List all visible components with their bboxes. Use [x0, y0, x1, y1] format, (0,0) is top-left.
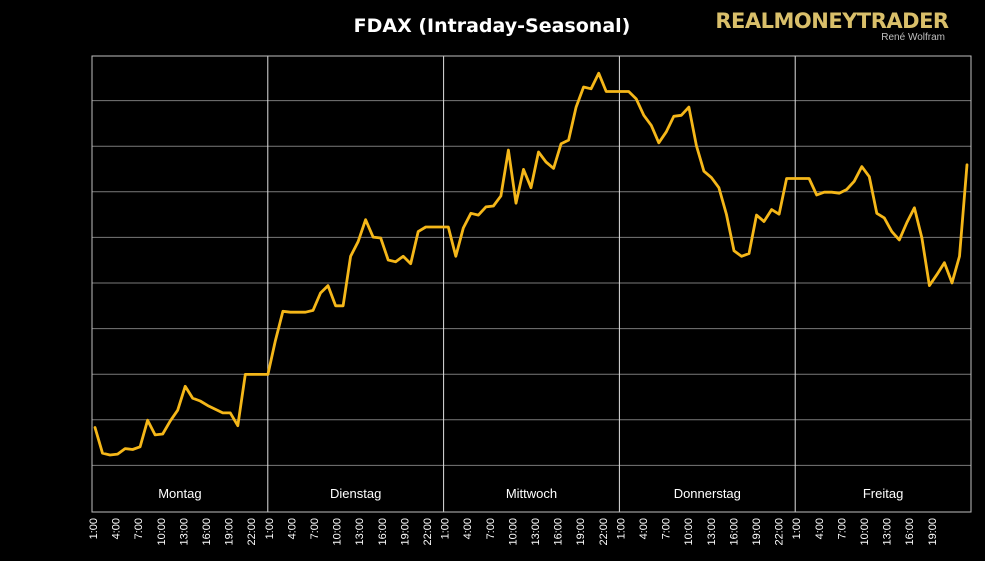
- x-tick-label: 16:00: [728, 518, 740, 546]
- x-tick-label: 13:00: [882, 518, 894, 546]
- x-tick-label: 1:00: [88, 518, 100, 539]
- x-tick-label: 1:00: [615, 518, 627, 539]
- day-label: Montag: [158, 486, 201, 501]
- x-tick-label: 22:00: [422, 518, 434, 546]
- x-tick-label: 13:00: [178, 518, 190, 546]
- day-label: Mittwoch: [506, 486, 557, 501]
- x-tick-label: 19:00: [575, 518, 587, 546]
- x-tick-label: 1:00: [264, 518, 276, 539]
- x-tick-label: 19:00: [399, 518, 411, 546]
- x-tick-label: 19:00: [224, 518, 236, 546]
- day-label: Donnerstag: [674, 486, 741, 501]
- day-label: Freitag: [863, 486, 903, 501]
- x-tick-label: 1:00: [440, 518, 452, 539]
- x-tick-label: 7:00: [836, 518, 848, 539]
- price-series-line: [93, 71, 969, 457]
- x-tick-label: 7:00: [485, 518, 497, 539]
- x-tick-label: 4:00: [462, 518, 474, 539]
- x-tick-label: 13:00: [530, 518, 542, 546]
- x-tick-label: 7:00: [309, 518, 321, 539]
- x-tick-label: 4:00: [111, 518, 123, 539]
- day-label: Dienstag: [330, 486, 381, 501]
- x-tick-label: 10:00: [507, 518, 519, 546]
- x-tick-label: 22:00: [774, 518, 786, 546]
- x-tick-label: 16:00: [904, 518, 916, 546]
- x-tick-label: 4:00: [286, 518, 298, 539]
- x-tick-label: 7:00: [661, 518, 673, 539]
- x-tick-label: 10:00: [859, 518, 871, 546]
- x-tick-label: 13:00: [354, 518, 366, 546]
- x-tick-label: 16:00: [201, 518, 213, 546]
- x-tick-label: 4:00: [638, 518, 650, 539]
- x-tick-label: 19:00: [751, 518, 763, 546]
- x-tick-label: 16:00: [553, 518, 565, 546]
- brand-author: René Wolfram: [881, 32, 945, 43]
- x-tick-label: 13:00: [706, 518, 718, 546]
- plot-frame: [91, 55, 972, 513]
- x-tick-label: 10:00: [332, 518, 344, 546]
- x-tick-label: 22:00: [598, 518, 610, 546]
- x-tick-label: 4:00: [814, 518, 826, 539]
- day-labels: Montag Dienstag Mittwoch Donnerstag Freitag: [158, 486, 903, 501]
- x-tick-label: 10:00: [156, 518, 168, 546]
- day-separators: [267, 56, 796, 512]
- x-tick-label: 1:00: [791, 518, 803, 539]
- x-tick-label: 22:00: [246, 518, 258, 546]
- grid-lines: [92, 100, 971, 466]
- branding-logo: REALMONEYTRADER René Wolfram: [715, 9, 949, 43]
- brand-name: REALMONEYTRADER: [715, 9, 949, 33]
- x-tick-label: 10:00: [683, 518, 695, 546]
- chart-title: FDAX (Intraday-Seasonal): [354, 15, 631, 37]
- x-tick-labels: 1:00 4:00 7:00 10:00 13:00 16:00 19:00 22:00 1:0…: [88, 518, 939, 546]
- x-tick-label: 19:00: [927, 518, 939, 546]
- x-tick-label: 7:00: [133, 518, 145, 539]
- x-tick-label: 16:00: [377, 518, 389, 546]
